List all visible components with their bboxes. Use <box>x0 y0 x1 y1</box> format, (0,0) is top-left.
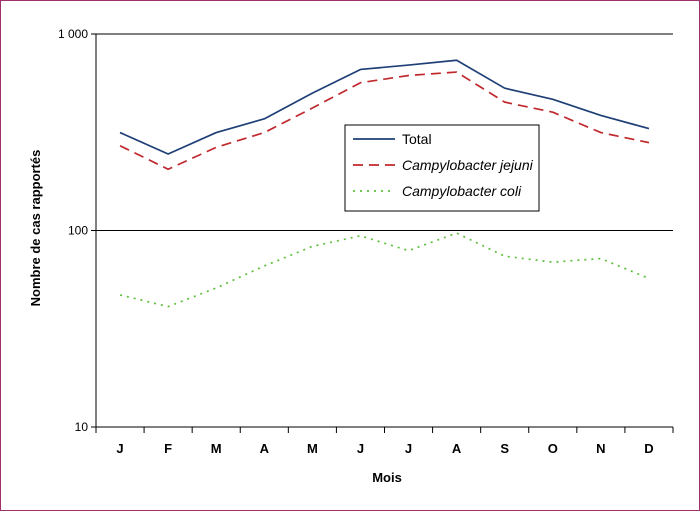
x-tick-label: A <box>452 441 462 456</box>
x-tick-label: M <box>307 441 318 456</box>
x-tick-label: O <box>548 441 558 456</box>
legend-label-0: Total <box>402 131 432 147</box>
legend-label-1: Campylobacter jejuni <box>402 157 534 173</box>
x-tick-label: A <box>260 441 270 456</box>
legend: Total Campylobacter jejuni Campylobacter c… <box>345 125 539 211</box>
y-tick-label: 1 000 <box>58 27 88 41</box>
x-tick-label: D <box>644 441 653 456</box>
y-axis-title: Nombre de cas rapportés <box>28 150 43 307</box>
legend-label-2: Campylobacter coli <box>402 183 522 199</box>
series-line-2 <box>120 233 649 306</box>
x-tick-label: J <box>405 441 412 456</box>
x-tick-label: M <box>211 441 222 456</box>
x-tick-label: J <box>357 441 364 456</box>
x-axis-title: Mois <box>372 470 402 485</box>
x-tick-label: J <box>116 441 123 456</box>
axis-layer: 10 100 1 000 J F M A M J J A S O N D <box>58 27 673 456</box>
y-tick-label: 100 <box>68 224 88 238</box>
x-tick-label: N <box>596 441 605 456</box>
x-tick-label: F <box>164 441 172 456</box>
y-tick-label: 10 <box>75 420 89 434</box>
x-tick-label: S <box>500 441 509 456</box>
